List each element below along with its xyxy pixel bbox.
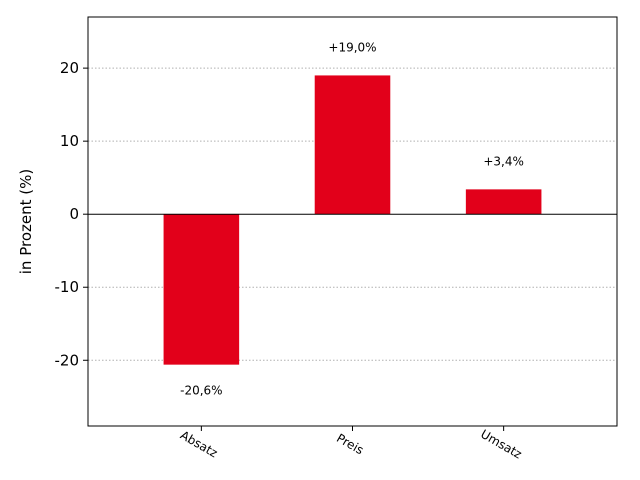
x-axis-ticks: Absatz Preis Umsatz [178, 426, 524, 461]
data-label: +19,0% [328, 40, 376, 54]
y-axis-ticks: -20 -10 0 10 20 [55, 59, 88, 369]
bar-umsatz [465, 189, 542, 215]
y-tick-label: 20 [60, 59, 79, 77]
data-label: +3,4% [483, 154, 524, 168]
bar-absatz [163, 214, 240, 365]
bar-preis [314, 75, 391, 215]
y-tick-label: 0 [69, 205, 79, 223]
x-tick-label: Umsatz [478, 427, 524, 462]
y-tick-label: 10 [60, 132, 79, 150]
bars [163, 75, 542, 365]
x-tick-label: Absatz [178, 428, 220, 460]
data-labels: -20,6% +19,0% +3,4% [180, 40, 524, 397]
data-label: -20,6% [180, 384, 222, 398]
y-tick-label: -10 [55, 278, 80, 296]
x-tick-label: Preis [334, 431, 366, 457]
y-axis-title: in Prozent (%) [17, 169, 35, 274]
y-tick-label: -20 [55, 351, 80, 369]
